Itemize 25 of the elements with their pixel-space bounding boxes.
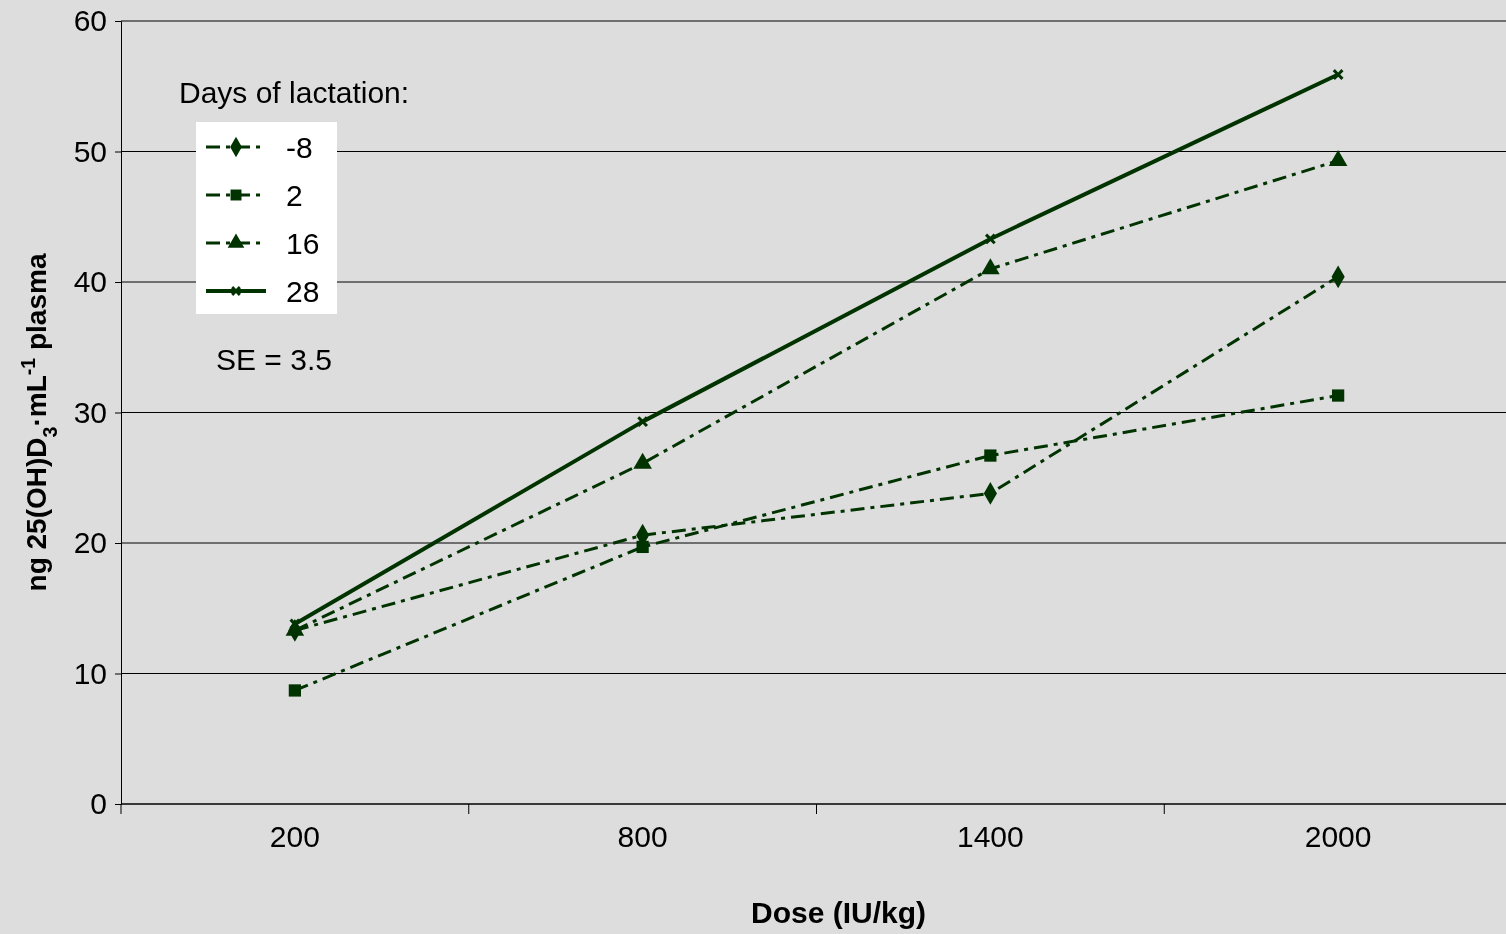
point	[984, 233, 996, 245]
y-tick-label: 50	[73, 134, 107, 168]
point	[984, 449, 997, 462]
y-tick-label: 10	[73, 656, 107, 690]
point	[636, 540, 649, 554]
point	[1332, 389, 1345, 402]
y-tick-label: 40	[73, 265, 107, 299]
legend-label: 28	[286, 275, 320, 308]
x-tick-label: 2000	[1304, 820, 1372, 854]
y-tick-label: 0	[90, 787, 107, 821]
y-tick-label: 30	[73, 395, 107, 429]
legend-label: -8	[286, 131, 313, 164]
y-tick-label: 20	[73, 526, 107, 560]
point	[637, 416, 649, 428]
x-tick-label: 200	[269, 820, 320, 854]
x-tick-label: 800	[617, 820, 668, 854]
annotation: SE = 3.5	[216, 343, 332, 376]
x-axis-title: Dose (IU/kg)	[750, 896, 927, 929]
legend-label: 16	[286, 227, 320, 260]
legend-title: Days of lactation:	[179, 76, 410, 109]
y-tick-label: 60	[73, 4, 107, 38]
point	[288, 684, 301, 697]
x-tick-label: 1400	[957, 820, 1024, 854]
point	[1332, 69, 1344, 80]
legend-label: 2	[286, 179, 303, 212]
